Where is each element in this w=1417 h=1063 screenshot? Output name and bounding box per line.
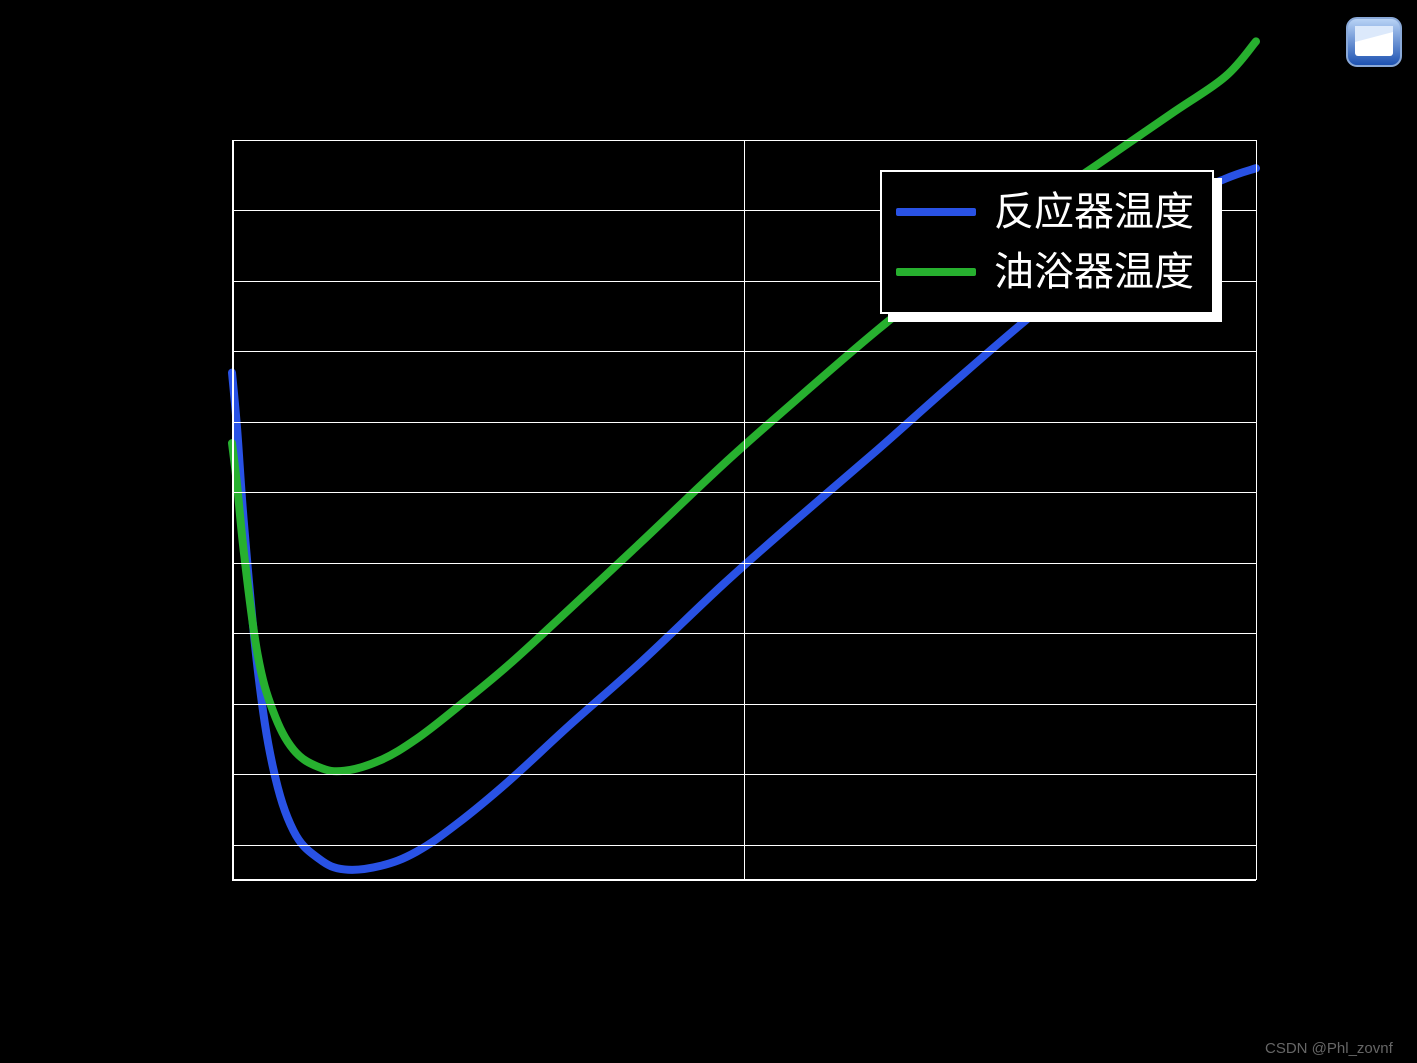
- gridline-v: [1256, 140, 1257, 880]
- x-axis: [232, 879, 1256, 881]
- legend-box: 反应器温度 油浴器温度: [880, 170, 1214, 314]
- legend-label-reactor: 反应器温度: [994, 188, 1194, 236]
- legend-label-oilbath: 油浴器温度: [994, 248, 1194, 296]
- watermark-text: CSDN @Phl_zovnf: [1265, 1040, 1393, 1057]
- legend-swatch-reactor: [896, 208, 976, 216]
- legend: 反应器温度 油浴器温度: [880, 170, 1214, 314]
- legend-swatch-oilbath: [896, 268, 976, 276]
- gridline-v: [744, 140, 745, 880]
- y-axis: [232, 140, 234, 880]
- legend-item-reactor: 反应器温度: [896, 182, 1194, 242]
- chart-container: 反应器温度 油浴器温度 CSDN @Phl_zovnf: [0, 0, 1417, 1063]
- legend-item-oilbath: 油浴器温度: [896, 242, 1194, 302]
- app-logo-icon: [1345, 14, 1403, 77]
